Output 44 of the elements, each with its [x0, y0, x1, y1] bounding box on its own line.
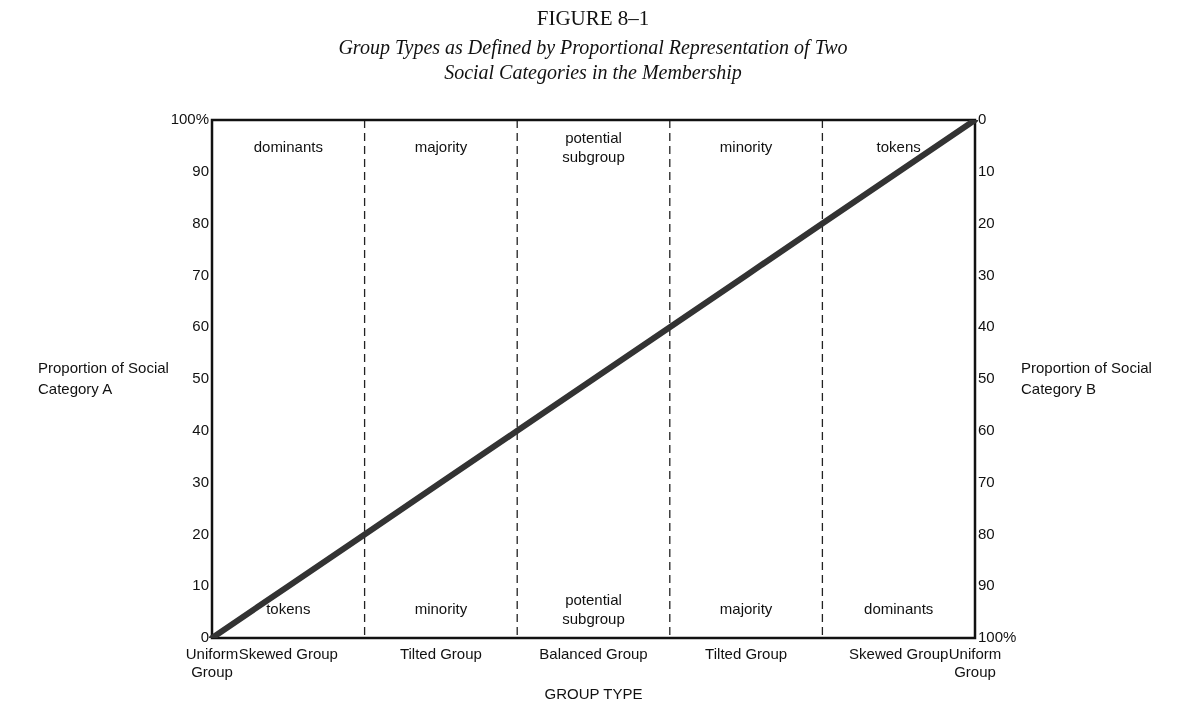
annotation: tokens [266, 600, 311, 618]
annotation: potential subgroup [562, 590, 625, 627]
y-tick-label: 40 [192, 420, 209, 438]
y2-tick-label: 90 [978, 576, 995, 594]
y2-tick-label: 60 [978, 420, 995, 438]
annotation: majority [414, 138, 468, 156]
annotation: majority [719, 600, 773, 618]
y-tick-label: 60 [192, 317, 209, 335]
y-axis-title: Proportion of Social Category A [38, 358, 169, 397]
y-tick-label: 30 [192, 472, 209, 490]
y2-tick-label: 0 [978, 110, 987, 128]
y-tick-label: 100% [170, 110, 209, 128]
y2-axis-title: Proportion of Social Category B [1021, 358, 1152, 397]
y-tick-label: 90 [192, 161, 209, 179]
y2-tick-label: 50 [978, 369, 995, 387]
y-tick-label: 0 [200, 628, 209, 646]
y-tick-label: 10 [192, 576, 209, 594]
annotation: minority [719, 138, 773, 156]
annotation: tokens [876, 138, 921, 156]
chart-subtitle: Group Types as Defined by Proportional Representation of Two Social Categories in the Membership [337, 35, 849, 85]
y2-tick-label: 70 [978, 472, 995, 490]
y-tick-label: 70 [192, 265, 209, 283]
y2-tick-label: 80 [978, 524, 995, 542]
x-tick-label: Tilted Group [399, 645, 482, 663]
x-tick-label: Tilted Group [705, 645, 788, 663]
y2-tick-label: 20 [978, 213, 995, 231]
annotation: dominants [253, 138, 323, 156]
y-tick-label: 80 [192, 213, 209, 231]
x-tick-label: Balanced Group [539, 645, 648, 663]
y2-tick-label: 100% [978, 628, 1017, 646]
annotation: potential subgroup [562, 128, 625, 165]
y2-tick-label: 10 [978, 161, 995, 179]
y2-tick-label: 40 [978, 317, 995, 335]
annotation: dominants [864, 600, 934, 618]
x-tick-label: Uniform Group [948, 645, 1002, 681]
y2-tick-label: 30 [978, 265, 995, 283]
chart-title: FIGURE 8–1 [535, 6, 651, 31]
y-tick-label: 50 [192, 369, 209, 387]
x-tick-label: Uniform Group [185, 645, 239, 681]
y-tick-label: 20 [192, 524, 209, 542]
x-axis-title: GROUP TYPE [544, 685, 643, 703]
annotation: minority [414, 600, 468, 618]
x-tick-label: Skewed Group [238, 645, 338, 663]
x-tick-label: Skewed Group [849, 645, 949, 663]
